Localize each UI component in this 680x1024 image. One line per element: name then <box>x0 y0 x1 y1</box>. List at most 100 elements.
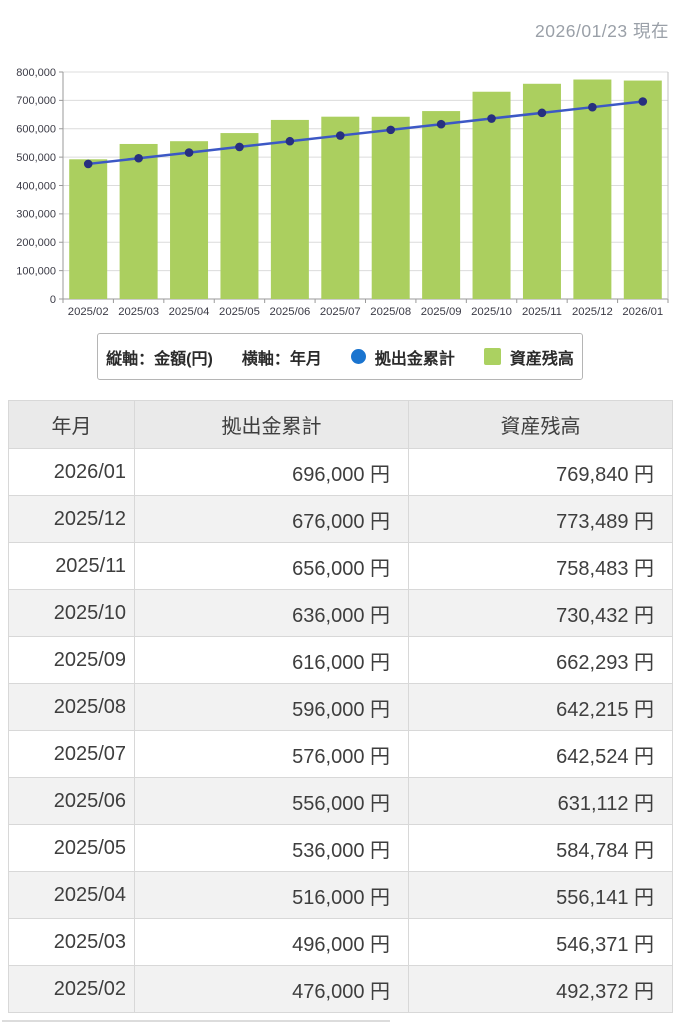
balance-cell: 769,840 円 <box>408 448 673 496</box>
asset-bar <box>170 141 209 299</box>
table-row: 2025/07 576,000 円 642,524 円 <box>8 730 673 778</box>
balance-cell: 631,112 円 <box>408 777 673 825</box>
asset-bar <box>522 83 561 299</box>
x-tick-label: 2025/11 <box>522 306 562 318</box>
contribution-cell: 636,000 円 <box>134 589 409 637</box>
x-tick-label: 2025/09 <box>421 306 462 318</box>
balance-cell: 773,489 円 <box>408 495 673 543</box>
asset-bar <box>472 91 511 299</box>
x-tick-label: 2026/01 <box>622 306 663 318</box>
contribution-cell: 576,000 円 <box>134 730 409 778</box>
contribution-cell: 696,000 円 <box>134 448 409 496</box>
asset-bar <box>371 116 410 300</box>
balance-cell: 758,483 円 <box>408 542 673 590</box>
x-tick-label: 2025/02 <box>68 306 109 318</box>
contribution-cell: 656,000 円 <box>134 542 409 590</box>
balance-cell: 584,784 円 <box>408 824 673 872</box>
y-tick-label: 500,000 <box>16 152 56 164</box>
y-tick-label: 0 <box>50 294 56 306</box>
asset-bar <box>220 133 259 299</box>
col-header-contribution: 拠出金累計 <box>134 400 409 449</box>
y-tick-label: 400,000 <box>16 180 56 192</box>
bar-series-swatch-icon <box>483 348 501 365</box>
legend-contribution-item: 拠出金累計 <box>350 345 455 369</box>
asset-bar <box>422 111 461 299</box>
balance-cell: 546,371 円 <box>408 918 673 966</box>
x-tick-label: 2025/06 <box>269 306 310 318</box>
contribution-point <box>335 131 345 140</box>
x-tick-label: 2025/10 <box>471 306 512 318</box>
y-tick-label: 100,000 <box>16 265 56 277</box>
contribution-point <box>436 119 446 129</box>
table-row: 2025/09 616,000 円 662,293 円 <box>8 636 673 684</box>
y-tick-label: 300,000 <box>16 209 56 221</box>
legend-contribution-label: 拠出金累計 <box>374 350 455 368</box>
contribution-cell: 496,000 円 <box>134 918 409 966</box>
legend-balance-label: 資産残高 <box>509 350 574 368</box>
asset-bar <box>69 159 108 299</box>
col-header-balance: 資産残高 <box>408 400 673 449</box>
contribution-cell: 676,000 円 <box>134 495 409 543</box>
table-row: 2025/05 536,000 円 584,784 円 <box>8 824 673 872</box>
contribution-point <box>537 108 547 118</box>
legend-y-axis-note: 縦軸：金額(円) <box>106 345 213 369</box>
asset-bar <box>270 119 309 299</box>
contribution-cell: 596,000 円 <box>134 683 409 731</box>
balance-cell: 730,432 円 <box>408 589 673 637</box>
table-row: 2025/02 476,000 円 492,372 円 <box>8 965 673 1013</box>
month-cell: 2025/05 <box>8 824 135 872</box>
x-tick-label: 2025/12 <box>572 306 613 318</box>
month-cell: 2025/11 <box>8 542 135 590</box>
y-tick-label: 700,000 <box>16 95 56 107</box>
asset-bar <box>573 79 612 299</box>
x-tick-label: 2025/08 <box>370 306 411 318</box>
table-row: 2026/01 696,000 円 769,840 円 <box>8 448 673 496</box>
month-cell: 2025/03 <box>8 918 135 966</box>
x-tick-label: 2025/04 <box>169 306 210 318</box>
balance-cell: 662,293 円 <box>408 636 673 684</box>
table-row: 2025/12 676,000 円 773,489 円 <box>8 495 673 543</box>
month-cell: 2026/01 <box>8 448 135 496</box>
contribution-point <box>386 125 396 135</box>
line-series-swatch-icon <box>350 349 366 364</box>
x-tick-label: 2025/03 <box>118 306 159 318</box>
month-cell: 2025/02 <box>8 965 135 1013</box>
contribution-cell: 616,000 円 <box>134 636 409 684</box>
contribution-line <box>88 100 643 166</box>
contribution-point <box>134 153 143 163</box>
table-row: 2025/10 636,000 円 730,432 円 <box>8 589 673 637</box>
x-tick-label: 2025/07 <box>320 306 361 318</box>
contribution-point <box>487 114 496 123</box>
table-row: 2025/04 516,000 円 556,141 円 <box>8 871 673 919</box>
contribution-cell: 476,000 円 <box>134 965 409 1013</box>
month-cell: 2025/06 <box>8 777 135 825</box>
month-cell: 2025/10 <box>8 589 135 637</box>
legend-balance-item: 資産残高 <box>483 345 574 369</box>
asset-balance-chart: 0 100,000 200,000 300,000 400,000 500,000 600,… <box>0 50 680 328</box>
table-body: 2026/01 696,000 円 769,840 円 2025/12 676,000 … <box>8 448 673 1013</box>
contribution-point <box>83 159 93 169</box>
month-cell: 2025/08 <box>8 683 135 731</box>
contribution-cell: 536,000 円 <box>134 824 409 872</box>
contribution-cell: 556,000 円 <box>134 777 409 825</box>
y-tick-label: 200,000 <box>16 237 56 249</box>
as-of-date-label: 2026/01/23 現在 <box>535 21 669 41</box>
legend-x-axis-text: 横軸：年月 <box>241 350 322 368</box>
balance-cell: 642,524 円 <box>408 730 673 778</box>
asset-bar <box>623 80 662 300</box>
y-tick-label: 600,000 <box>16 124 56 136</box>
balance-cell: 556,141 円 <box>408 871 673 919</box>
table-row: 2025/03 496,000 円 546,371 円 <box>8 918 673 966</box>
month-cell: 2025/12 <box>8 495 135 543</box>
contribution-cell: 516,000 円 <box>134 871 409 919</box>
col-header-month: 年月 <box>8 400 135 449</box>
balance-cell: 492,372 円 <box>408 965 673 1013</box>
balance-cell: 642,215 円 <box>408 683 673 731</box>
bottom-divider <box>2 1020 390 1022</box>
contribution-point <box>588 102 597 112</box>
contribution-point <box>184 148 194 157</box>
contribution-point <box>235 142 244 152</box>
contribution-point <box>638 97 648 106</box>
asset-bar <box>321 116 360 300</box>
